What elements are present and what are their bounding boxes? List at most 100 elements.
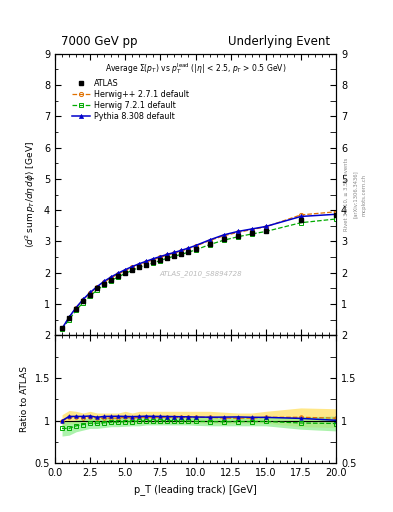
Pythia 8.308 default	[137, 261, 142, 267]
Herwig 7.2.1 default	[158, 258, 163, 264]
ATLAS	[299, 217, 303, 223]
Herwig 7.2.1 default	[235, 233, 240, 240]
Pythia 8.308 default	[67, 314, 72, 321]
Herwig 7.2.1 default	[193, 247, 198, 253]
Pythia 8.308 default	[193, 243, 198, 249]
Herwig++ 2.7.1 default	[102, 279, 107, 285]
Herwig++ 2.7.1 default	[334, 209, 338, 215]
Pythia 8.308 default	[102, 278, 107, 284]
ATLAS	[88, 292, 92, 298]
Herwig++ 2.7.1 default	[151, 257, 156, 263]
Herwig++ 2.7.1 default	[235, 229, 240, 236]
ATLAS	[109, 276, 114, 283]
Herwig++ 2.7.1 default	[193, 243, 198, 249]
ATLAS	[334, 212, 338, 218]
Herwig 7.2.1 default	[109, 278, 114, 284]
ATLAS	[137, 264, 142, 270]
Herwig 7.2.1 default	[95, 287, 99, 293]
Pythia 8.308 default	[144, 258, 149, 264]
Herwig++ 2.7.1 default	[81, 297, 86, 303]
Herwig++ 2.7.1 default	[109, 275, 114, 281]
ATLAS	[263, 227, 268, 233]
Text: Average $\Sigma(p_T)$ vs $p_T^{\mathrm{lead}}$ ($|\eta|$ < 2.5, $p_T$ > 0.5 GeV): Average $\Sigma(p_T)$ vs $p_T^{\mathrm{l…	[105, 61, 286, 76]
Herwig++ 2.7.1 default	[186, 246, 191, 252]
ATLAS	[74, 306, 79, 312]
Herwig++ 2.7.1 default	[172, 250, 177, 256]
Pythia 8.308 default	[263, 223, 268, 229]
ATLAS	[186, 249, 191, 255]
Herwig 7.2.1 default	[172, 253, 177, 259]
Herwig++ 2.7.1 default	[74, 305, 79, 311]
Herwig++ 2.7.1 default	[144, 259, 149, 265]
Herwig++ 2.7.1 default	[116, 271, 121, 277]
Herwig++ 2.7.1 default	[123, 267, 128, 273]
Herwig 7.2.1 default	[123, 270, 128, 276]
Text: [arXiv:1306.3436]: [arXiv:1306.3436]	[353, 170, 358, 219]
Text: Rivet 3.1.10, ≥ 3.5M events: Rivet 3.1.10, ≥ 3.5M events	[343, 158, 348, 231]
Herwig 7.2.1 default	[74, 307, 79, 313]
Pythia 8.308 default	[334, 211, 338, 217]
Herwig 7.2.1 default	[88, 293, 92, 299]
ATLAS	[193, 246, 198, 252]
ATLAS	[81, 298, 86, 304]
Line: ATLAS: ATLAS	[60, 212, 338, 331]
Pythia 8.308 default	[207, 237, 212, 243]
Pythia 8.308 default	[109, 274, 114, 280]
Herwig++ 2.7.1 default	[95, 284, 99, 290]
ATLAS	[123, 270, 128, 276]
Y-axis label: $\langle d^2\,\mathrm{sum}\,p_T/d\eta\,d\phi\rangle$ [GeV]: $\langle d^2\,\mathrm{sum}\,p_T/d\eta\,d…	[24, 141, 39, 248]
Line: Herwig++ 2.7.1 default: Herwig++ 2.7.1 default	[60, 210, 338, 331]
ATLAS	[221, 236, 226, 242]
Herwig 7.2.1 default	[186, 249, 191, 255]
Herwig 7.2.1 default	[116, 274, 121, 280]
ATLAS	[102, 281, 107, 287]
Line: Herwig 7.2.1 default: Herwig 7.2.1 default	[60, 217, 338, 331]
Pythia 8.308 default	[81, 296, 86, 303]
Pythia 8.308 default	[95, 284, 99, 290]
Herwig 7.2.1 default	[263, 228, 268, 234]
Herwig++ 2.7.1 default	[67, 314, 72, 321]
ATLAS	[158, 257, 163, 263]
ATLAS	[179, 251, 184, 257]
Herwig 7.2.1 default	[130, 267, 135, 273]
Herwig++ 2.7.1 default	[299, 212, 303, 218]
Legend: ATLAS, Herwig++ 2.7.1 default, Herwig 7.2.1 default, Pythia 8.308 default: ATLAS, Herwig++ 2.7.1 default, Herwig 7.…	[70, 77, 190, 123]
Herwig 7.2.1 default	[81, 300, 86, 306]
Pythia 8.308 default	[221, 232, 226, 238]
Herwig++ 2.7.1 default	[179, 248, 184, 254]
Text: 7000 GeV pp: 7000 GeV pp	[61, 35, 137, 48]
Pythia 8.308 default	[235, 228, 240, 234]
Herwig++ 2.7.1 default	[207, 238, 212, 244]
Herwig 7.2.1 default	[102, 282, 107, 288]
Text: ATLAS_2010_S8894728: ATLAS_2010_S8894728	[160, 270, 242, 277]
Herwig++ 2.7.1 default	[165, 252, 170, 258]
ATLAS	[116, 273, 121, 279]
Herwig 7.2.1 default	[137, 264, 142, 270]
Line: Pythia 8.308 default: Pythia 8.308 default	[60, 212, 338, 331]
Pythia 8.308 default	[74, 305, 79, 311]
Herwig 7.2.1 default	[60, 326, 64, 332]
ATLAS	[67, 315, 72, 321]
ATLAS	[207, 241, 212, 247]
Text: Underlying Event: Underlying Event	[228, 35, 331, 48]
Pythia 8.308 default	[116, 270, 121, 276]
Herwig 7.2.1 default	[221, 237, 226, 243]
Pythia 8.308 default	[165, 251, 170, 258]
X-axis label: p_T (leading track) [GeV]: p_T (leading track) [GeV]	[134, 484, 257, 495]
ATLAS	[144, 262, 149, 268]
Herwig++ 2.7.1 default	[221, 233, 226, 239]
Herwig++ 2.7.1 default	[88, 290, 92, 296]
ATLAS	[130, 267, 135, 273]
Pythia 8.308 default	[151, 255, 156, 262]
Herwig++ 2.7.1 default	[250, 226, 254, 232]
Herwig++ 2.7.1 default	[130, 264, 135, 270]
ATLAS	[95, 285, 99, 291]
Pythia 8.308 default	[158, 253, 163, 260]
Pythia 8.308 default	[179, 247, 184, 253]
Herwig++ 2.7.1 default	[263, 224, 268, 230]
Herwig 7.2.1 default	[144, 262, 149, 268]
Pythia 8.308 default	[186, 245, 191, 251]
Pythia 8.308 default	[172, 249, 177, 255]
Pythia 8.308 default	[88, 289, 92, 295]
Herwig 7.2.1 default	[165, 255, 170, 261]
